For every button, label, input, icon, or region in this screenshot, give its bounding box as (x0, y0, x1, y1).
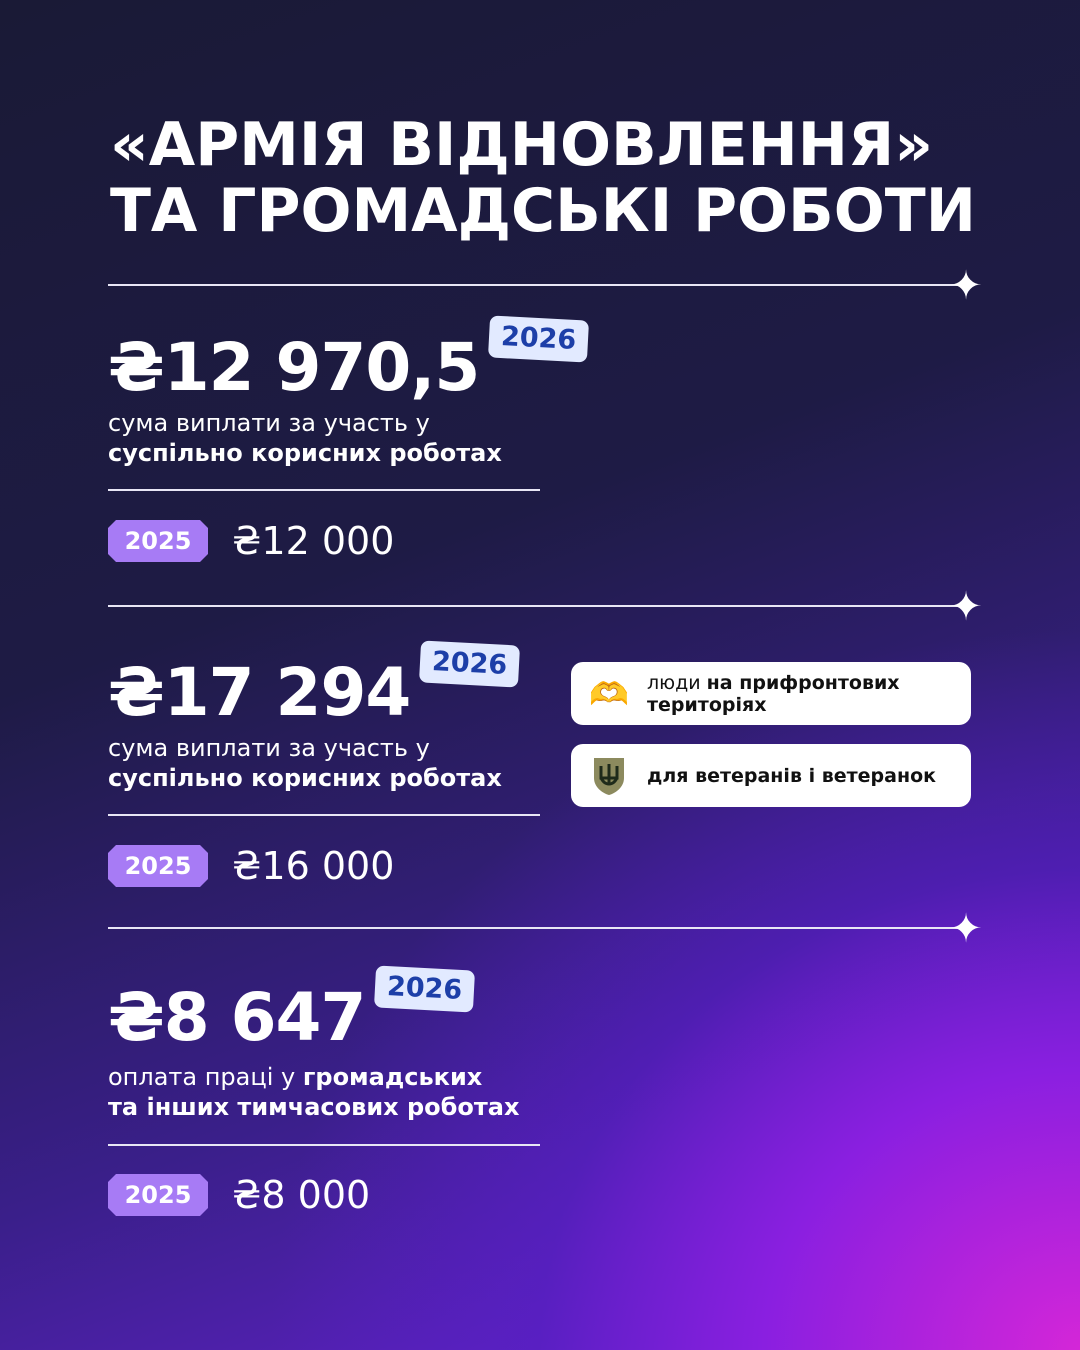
amount-2025: ₴16 000 (232, 844, 395, 888)
badge-2025: 2025 (108, 845, 208, 887)
card-frontline: 🫶 люди на прифронтових територіях (571, 662, 971, 725)
divider (108, 284, 968, 286)
heart-hands-icon: 🫶 (589, 674, 629, 713)
description: сума виплати за участь у суспільно корисн… (108, 409, 502, 467)
divider (108, 489, 540, 491)
description: оплата праці у громадських та інших тимча… (108, 1063, 520, 1121)
amount-2026: ₴12 970,5 (108, 329, 480, 406)
amount-row: ₴12 970,5 2026 (108, 315, 590, 406)
badge-2025: 2025 (108, 520, 208, 562)
badge-2026: 2026 (488, 315, 590, 363)
amount-2025: ₴12 000 (232, 519, 395, 563)
amount-row: ₴17 294 2026 (108, 640, 521, 731)
sparkle-icon: ✦ (949, 263, 983, 309)
sparkle-icon: ✦ (949, 584, 983, 630)
sparkle-icon: ✦ (949, 906, 983, 952)
trident-shield-icon (587, 754, 631, 798)
page-title: «АРМІЯ ВІДНОВЛЕННЯ» ТА ГРОМАДСЬКІ РОБОТИ (110, 110, 976, 246)
badge-2026: 2026 (419, 640, 521, 688)
amount-2026: ₴17 294 (108, 654, 411, 731)
amount-2026: ₴8 647 (108, 979, 366, 1056)
description: сума виплати за участь у суспільно корисн… (108, 734, 502, 792)
badge-2026: 2026 (374, 965, 476, 1013)
badge-2025: 2025 (108, 1174, 208, 1216)
amount-row: ₴8 647 2026 (108, 965, 476, 1056)
divider (108, 927, 968, 929)
divider (108, 1144, 540, 1146)
divider (108, 605, 968, 607)
card-veterans: для ветеранів і ветеранок (571, 744, 971, 807)
amount-2025: ₴8 000 (232, 1173, 371, 1217)
divider (108, 814, 540, 816)
